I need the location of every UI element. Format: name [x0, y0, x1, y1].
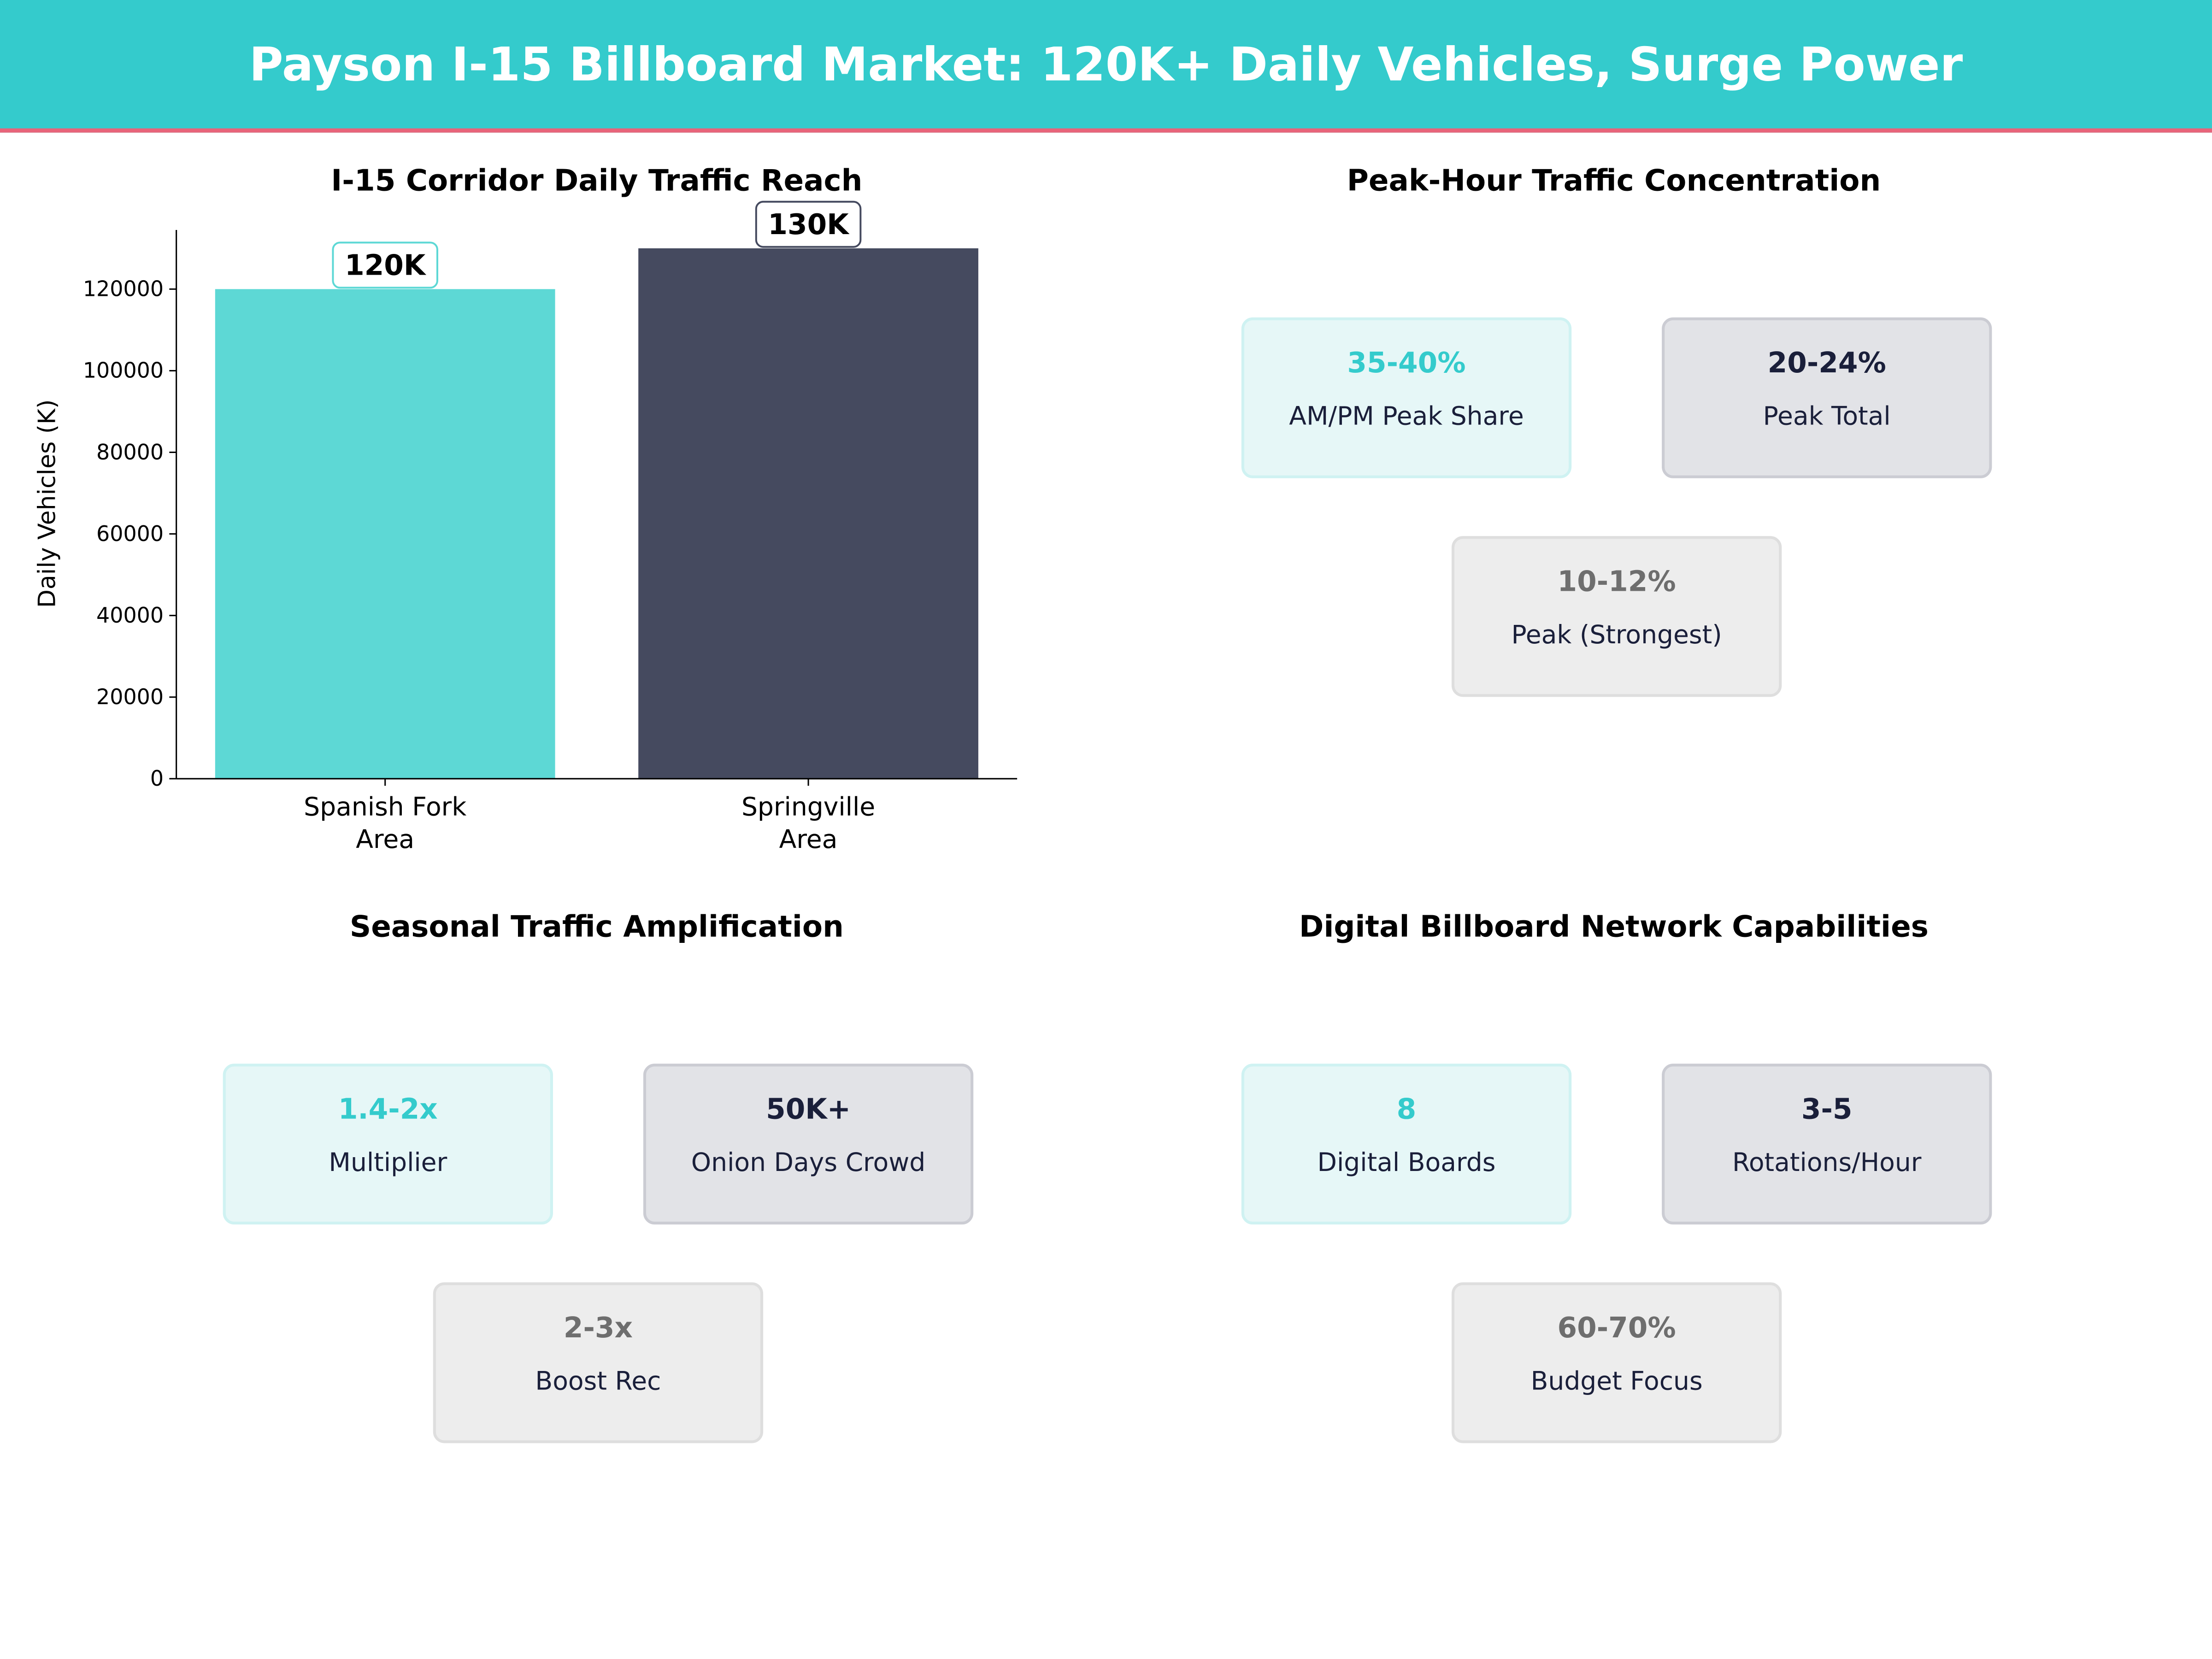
- metric-label: Onion Days Crowd: [691, 1148, 926, 1178]
- bar-chart: 120K Spanish Fork Area 130K Springville Area 0…: [33, 200, 1018, 854]
- metric-label: Peak (Strongest): [1511, 620, 1722, 651]
- metric-label: Peak Total: [1763, 402, 1891, 432]
- metric-label: AM/PM Peak Share: [1289, 402, 1524, 432]
- chart-title: I-15 Corridor Daily Traffic Reach: [331, 164, 863, 198]
- metric-value: 60-70%: [1557, 1310, 1676, 1345]
- metric-card: 3-5 Rotations/Hour: [1662, 1064, 1992, 1225]
- data-label-box: [332, 241, 438, 289]
- metric-card: 35-40% AM/PM Peak Share: [1241, 317, 1572, 478]
- metric-value: 8: [1396, 1092, 1417, 1126]
- y-axis-label: Daily Vehicles (K): [33, 400, 61, 608]
- data-label-box: [755, 200, 862, 248]
- y-tick-label: 120000: [83, 276, 164, 301]
- metric-value: 2-3x: [563, 1310, 633, 1345]
- metric-card: 2-3x Boost Rec: [433, 1282, 764, 1443]
- metric-value: 1.4-2x: [338, 1092, 438, 1126]
- metric-card: 50K+ Onion Days Crowd: [643, 1064, 974, 1225]
- metric-card: 1.4-2x Multiplier: [223, 1064, 553, 1225]
- panel-title: Digital Billboard Network Capabilities: [1299, 910, 1929, 944]
- metric-card: 10-12% Peak (Strongest): [1451, 536, 1782, 697]
- x-tick-label: Springville: [741, 792, 875, 821]
- data-label: 130K: [768, 208, 850, 241]
- panel-title: Seasonal Traffic Amplification: [349, 910, 844, 944]
- y-tick-label: 100000: [83, 358, 164, 383]
- metric-label: Rotations/Hour: [1732, 1148, 1922, 1178]
- page-title: Payson I-15 Billboard Market: 120K+ Dail…: [249, 36, 1963, 92]
- metric-label: Digital Boards: [1317, 1148, 1496, 1178]
- y-tick-label: 0: [150, 766, 164, 791]
- bar: [215, 289, 555, 779]
- metric-card: 20-24% Peak Total: [1662, 317, 1992, 478]
- metric-label: Boost Rec: [535, 1367, 661, 1397]
- metric-value: 35-40%: [1347, 345, 1466, 380]
- metric-label: Budget Focus: [1530, 1367, 1703, 1397]
- metric-value: 10-12%: [1557, 564, 1676, 598]
- metric-value: 3-5: [1801, 1092, 1853, 1126]
- header-banner: Payson I-15 Billboard Market: 120K+ Dail…: [0, 0, 2212, 133]
- bar: [638, 248, 978, 779]
- panel-title: Peak-Hour Traffic Concentration: [1347, 164, 1881, 198]
- metric-card: 60-70% Budget Focus: [1451, 1282, 1782, 1443]
- y-tick-label: 60000: [96, 521, 164, 546]
- metric-value: 20-24%: [1767, 345, 1886, 380]
- y-tick-label: 40000: [96, 603, 164, 628]
- metric-label: Multiplier: [329, 1148, 447, 1178]
- metric-value: 50K+: [766, 1092, 851, 1126]
- data-label: 120K: [345, 249, 427, 282]
- x-tick-label: Area: [356, 824, 414, 854]
- x-tick-label: Spanish Fork: [304, 792, 466, 821]
- x-tick-label: Area: [779, 824, 838, 854]
- y-tick-label: 80000: [96, 440, 164, 465]
- metric-card: 8 Digital Boards: [1241, 1064, 1572, 1225]
- y-tick-label: 20000: [96, 684, 164, 709]
